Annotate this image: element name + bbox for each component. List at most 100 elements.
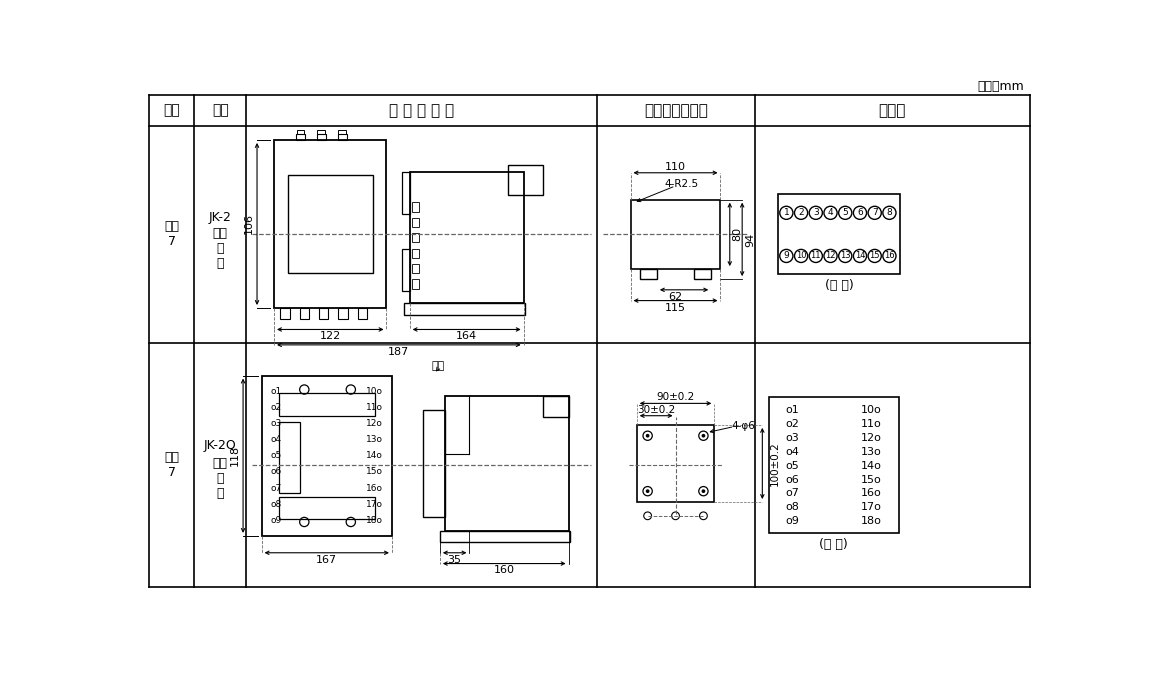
Bar [358,308,367,319]
Bar [338,308,348,319]
Text: 35: 35 [448,555,462,565]
Text: 6: 6 [857,209,863,217]
Bar [337,134,346,140]
Text: 7: 7 [871,209,877,217]
Text: 10o: 10o [861,405,882,415]
Text: o3: o3 [270,419,282,428]
Bar [694,269,711,279]
Text: 1: 1 [784,209,790,217]
Text: 15o: 15o [366,468,382,476]
Text: 11: 11 [810,252,821,260]
Text: 18o: 18o [366,516,382,525]
Text: 110: 110 [665,162,686,172]
Text: o8: o8 [270,500,282,509]
Bar [412,248,419,258]
Bar [402,248,410,291]
Text: 附图
7: 附图 7 [165,220,180,248]
Text: 118: 118 [230,445,241,466]
Bar [412,234,419,242]
Bar [338,130,346,134]
Bar [778,194,900,275]
Text: 164: 164 [456,331,478,341]
Text: o5: o5 [786,461,799,470]
Text: 13o: 13o [366,435,382,444]
Text: 8: 8 [886,209,892,217]
Bar [319,308,328,319]
Text: 100±0.2: 100±0.2 [770,441,779,486]
Text: 4-φ6: 4-φ6 [732,421,756,431]
Bar [444,396,569,531]
Text: o6: o6 [270,468,282,476]
Bar [412,203,419,212]
Bar [440,531,570,542]
Text: 14o: 14o [861,461,882,470]
Text: 17o: 17o [366,500,382,509]
Text: 106: 106 [244,213,254,234]
Bar [296,134,305,140]
Text: 10o: 10o [366,386,382,396]
Text: 62: 62 [669,291,683,302]
Text: o4: o4 [270,435,282,444]
Text: (正 视): (正 视) [820,538,848,551]
Bar [412,279,419,289]
Text: o9: o9 [786,516,800,526]
Text: o2: o2 [786,419,800,429]
Bar [631,200,721,269]
Bar [299,308,308,319]
Bar [281,308,290,319]
Text: 80: 80 [732,227,742,242]
Text: 17o: 17o [861,502,882,512]
Bar [404,303,525,315]
Bar [640,269,657,279]
Text: 单位：mm: 单位：mm [977,80,1023,94]
Text: o8: o8 [786,502,800,512]
Text: JK-2Q: JK-2Q [204,439,237,452]
Text: 3: 3 [813,209,818,217]
Text: 16: 16 [884,252,894,260]
Text: 图号: 图号 [163,104,181,117]
Bar [412,218,419,227]
Bar [279,422,300,493]
Bar [422,410,444,518]
Bar [317,134,326,140]
Text: 9: 9 [784,252,790,260]
Text: 30±0.2: 30±0.2 [637,404,676,415]
Text: 4-R2.5: 4-R2.5 [664,179,699,189]
Circle shape [647,435,649,437]
Bar [412,264,419,273]
Bar [261,376,391,536]
Circle shape [702,490,704,493]
Text: JK-2: JK-2 [208,211,231,224]
Text: o7: o7 [270,484,282,493]
Text: 板前
接
线: 板前 接 线 [213,458,228,500]
Text: 5: 5 [843,209,848,217]
Bar [769,397,899,533]
Text: 14o: 14o [366,452,382,460]
Text: o1: o1 [270,386,282,396]
Text: 10: 10 [795,252,807,260]
Text: (背 视): (背 视) [824,279,853,291]
Text: 12o: 12o [861,433,882,443]
Bar [297,130,304,134]
Circle shape [702,435,704,437]
Text: 167: 167 [317,555,337,565]
Text: 外 形 尺 寸 图: 外 形 尺 寸 图 [389,103,455,118]
Text: o2: o2 [270,402,282,412]
Text: 15o: 15o [861,474,882,485]
Text: 4: 4 [828,209,833,217]
Text: o7: o7 [786,489,800,499]
Text: 11o: 11o [861,419,882,429]
Text: 18o: 18o [861,516,882,526]
Circle shape [647,490,649,493]
Text: 187: 187 [388,347,410,357]
Text: 122: 122 [320,331,341,341]
Text: 115: 115 [665,303,686,312]
Bar [410,172,524,303]
Bar [279,392,375,416]
Text: o4: o4 [786,447,800,457]
Bar [508,166,543,194]
Text: o3: o3 [786,433,799,443]
Bar [279,497,375,519]
Text: 16o: 16o [366,484,382,493]
Text: o5: o5 [270,452,282,460]
